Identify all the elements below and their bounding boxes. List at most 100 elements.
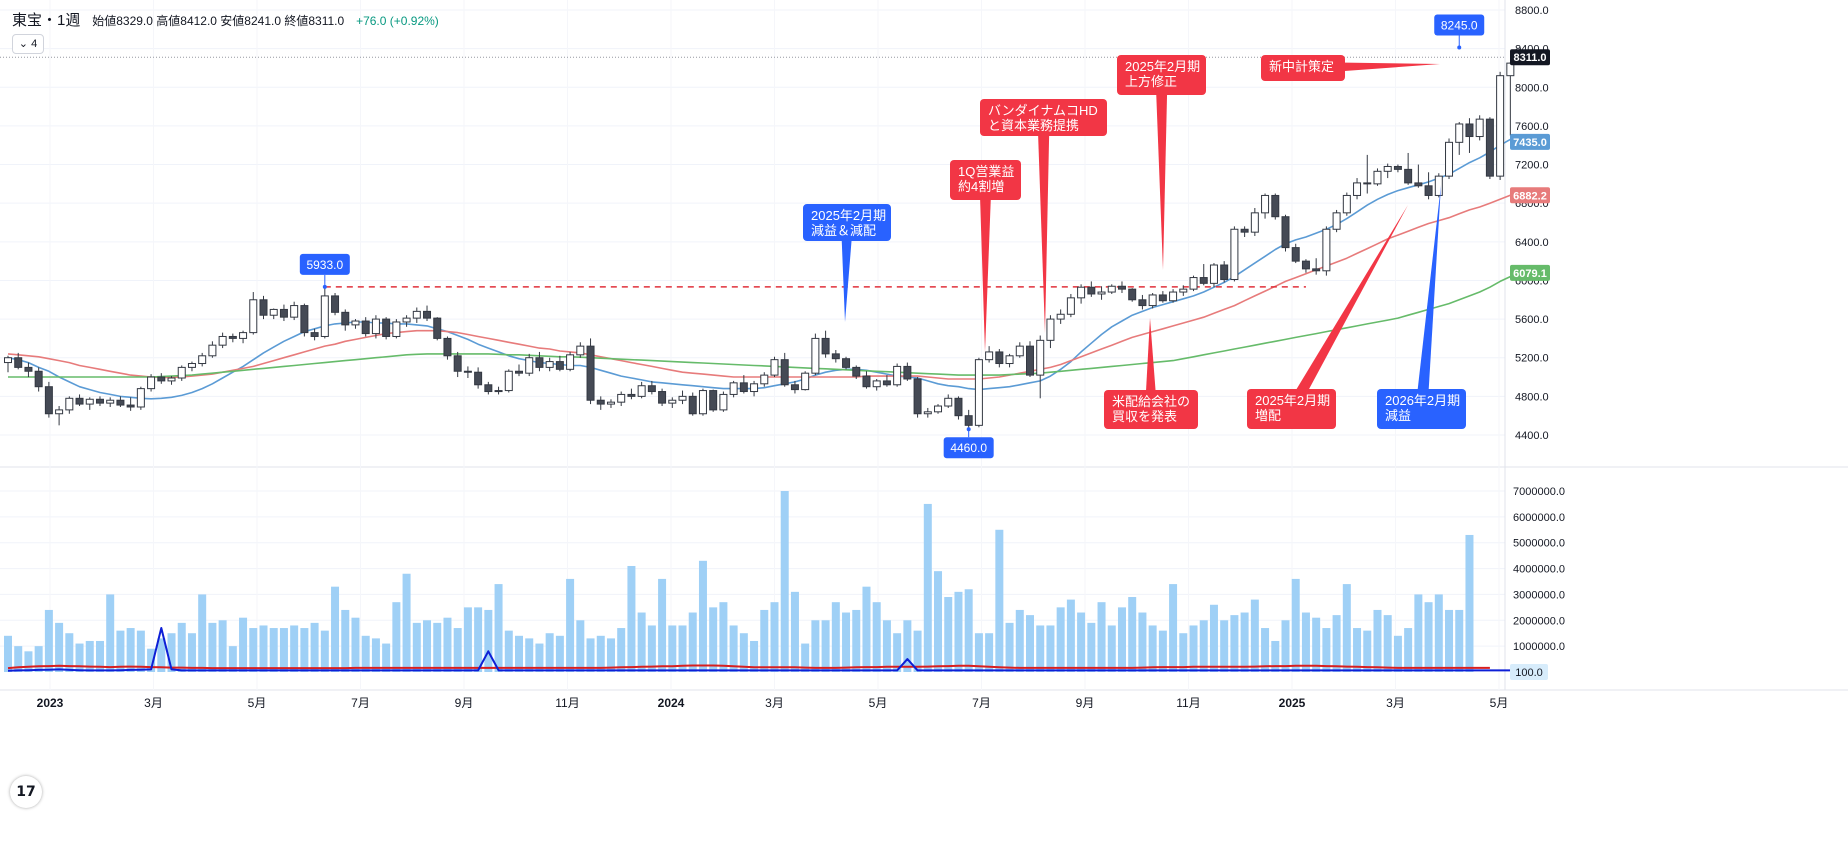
candle xyxy=(647,380,656,395)
volume-bar xyxy=(239,617,248,672)
candle xyxy=(1383,163,1392,179)
candle xyxy=(341,309,350,331)
price-tick-label: 6400.0 xyxy=(1515,237,1549,249)
price-tick-label: 8000.0 xyxy=(1515,82,1549,94)
candle-body xyxy=(1015,345,1024,357)
moving-average-line xyxy=(7,194,1511,380)
candle-body xyxy=(893,365,902,386)
candle-body xyxy=(1066,297,1075,315)
volume-bar xyxy=(1393,635,1402,672)
candle-body xyxy=(923,411,932,415)
volume-bar xyxy=(1383,615,1392,672)
candle xyxy=(627,388,636,400)
candle xyxy=(525,353,534,377)
candle-body xyxy=(1455,123,1464,143)
candle-body xyxy=(136,388,145,408)
candle xyxy=(361,317,370,337)
candle xyxy=(392,319,401,339)
volume-bar xyxy=(75,643,84,672)
candle-body xyxy=(576,345,585,356)
candle-body xyxy=(1496,75,1505,177)
candle-body xyxy=(65,397,74,411)
volume-bar xyxy=(1026,615,1034,672)
volume-bar xyxy=(954,591,963,672)
candle-body xyxy=(545,361,554,368)
volume-bar xyxy=(882,620,891,672)
candle xyxy=(903,362,912,381)
candle-body xyxy=(1148,294,1157,307)
candle-body xyxy=(290,305,299,318)
volume-bar xyxy=(300,628,309,672)
collapse-indicators-button[interactable]: ⌄ 4 xyxy=(12,34,44,54)
moving-average-line xyxy=(7,138,1511,400)
candle xyxy=(14,352,23,370)
volume-bar xyxy=(1128,597,1137,672)
candle-body xyxy=(371,318,380,335)
volume-bar xyxy=(423,620,432,672)
price-axis-marker: 8311.0 xyxy=(1510,49,1550,66)
volume-bar xyxy=(944,597,953,672)
moving-average-line xyxy=(8,272,1521,378)
candle-body xyxy=(1485,118,1494,177)
candle-body xyxy=(1312,268,1321,272)
symbol-title[interactable]: 東宝・1週 xyxy=(12,12,81,29)
candle-body xyxy=(1301,260,1310,270)
candle-body xyxy=(126,404,135,408)
volume-bar xyxy=(821,620,830,672)
time-tick-label: 9月 xyxy=(1076,696,1095,710)
candle xyxy=(1199,264,1208,286)
volume-bar xyxy=(1404,628,1413,672)
price-marker-label: 6079.1 xyxy=(1513,268,1547,280)
candle-body xyxy=(1087,286,1096,295)
tradingview-logo[interactable]: 17 xyxy=(10,776,42,808)
volume-tick-label: 7000000.0 xyxy=(1513,486,1565,498)
volume-tick-label: 3000000.0 xyxy=(1513,589,1565,601)
candle-body xyxy=(1271,194,1280,218)
volume-bar xyxy=(1097,602,1106,672)
candle-body xyxy=(423,310,432,319)
candle xyxy=(1209,263,1218,288)
candle xyxy=(402,315,411,327)
candle xyxy=(1220,261,1229,283)
high-low-bg xyxy=(943,437,994,459)
price-tick-label: 5200.0 xyxy=(1515,353,1549,365)
volume-bar xyxy=(995,529,1004,672)
candle xyxy=(1107,284,1116,294)
candle xyxy=(678,390,687,405)
candle xyxy=(208,341,217,358)
candle xyxy=(566,351,575,372)
candle-body xyxy=(1261,194,1270,214)
volume-bar xyxy=(1158,630,1167,672)
candle xyxy=(606,399,615,408)
volume-bar xyxy=(269,628,278,672)
time-tick-label: 7月 xyxy=(972,696,991,710)
candle-body xyxy=(934,405,943,413)
candle xyxy=(1301,259,1310,273)
candle-body xyxy=(872,380,881,388)
volume-bar xyxy=(147,648,156,672)
volume-bar xyxy=(709,607,718,672)
candle-body xyxy=(852,366,861,377)
candle xyxy=(760,372,769,387)
volume-bar xyxy=(760,609,769,672)
candle-body xyxy=(1404,168,1413,184)
volume-bar xyxy=(249,628,258,672)
volume-bar xyxy=(1414,594,1423,672)
candle xyxy=(1128,288,1137,302)
callout-box xyxy=(980,99,1107,136)
candle-body xyxy=(106,399,115,404)
volume-bar xyxy=(770,602,779,672)
volume-bar xyxy=(545,633,554,672)
price-change: +76.0 (+0.92%) xyxy=(356,14,439,28)
candle xyxy=(995,349,1004,368)
candle-body xyxy=(1107,285,1116,293)
candle-body xyxy=(351,320,360,326)
volume-bar xyxy=(65,633,74,672)
price-tick-label: 4400.0 xyxy=(1515,430,1549,442)
time-tick-label: 2024 xyxy=(658,696,685,710)
callout-text: 2025年2月期 xyxy=(811,208,886,223)
volume-bar xyxy=(290,625,299,672)
volume-bar xyxy=(504,630,513,672)
